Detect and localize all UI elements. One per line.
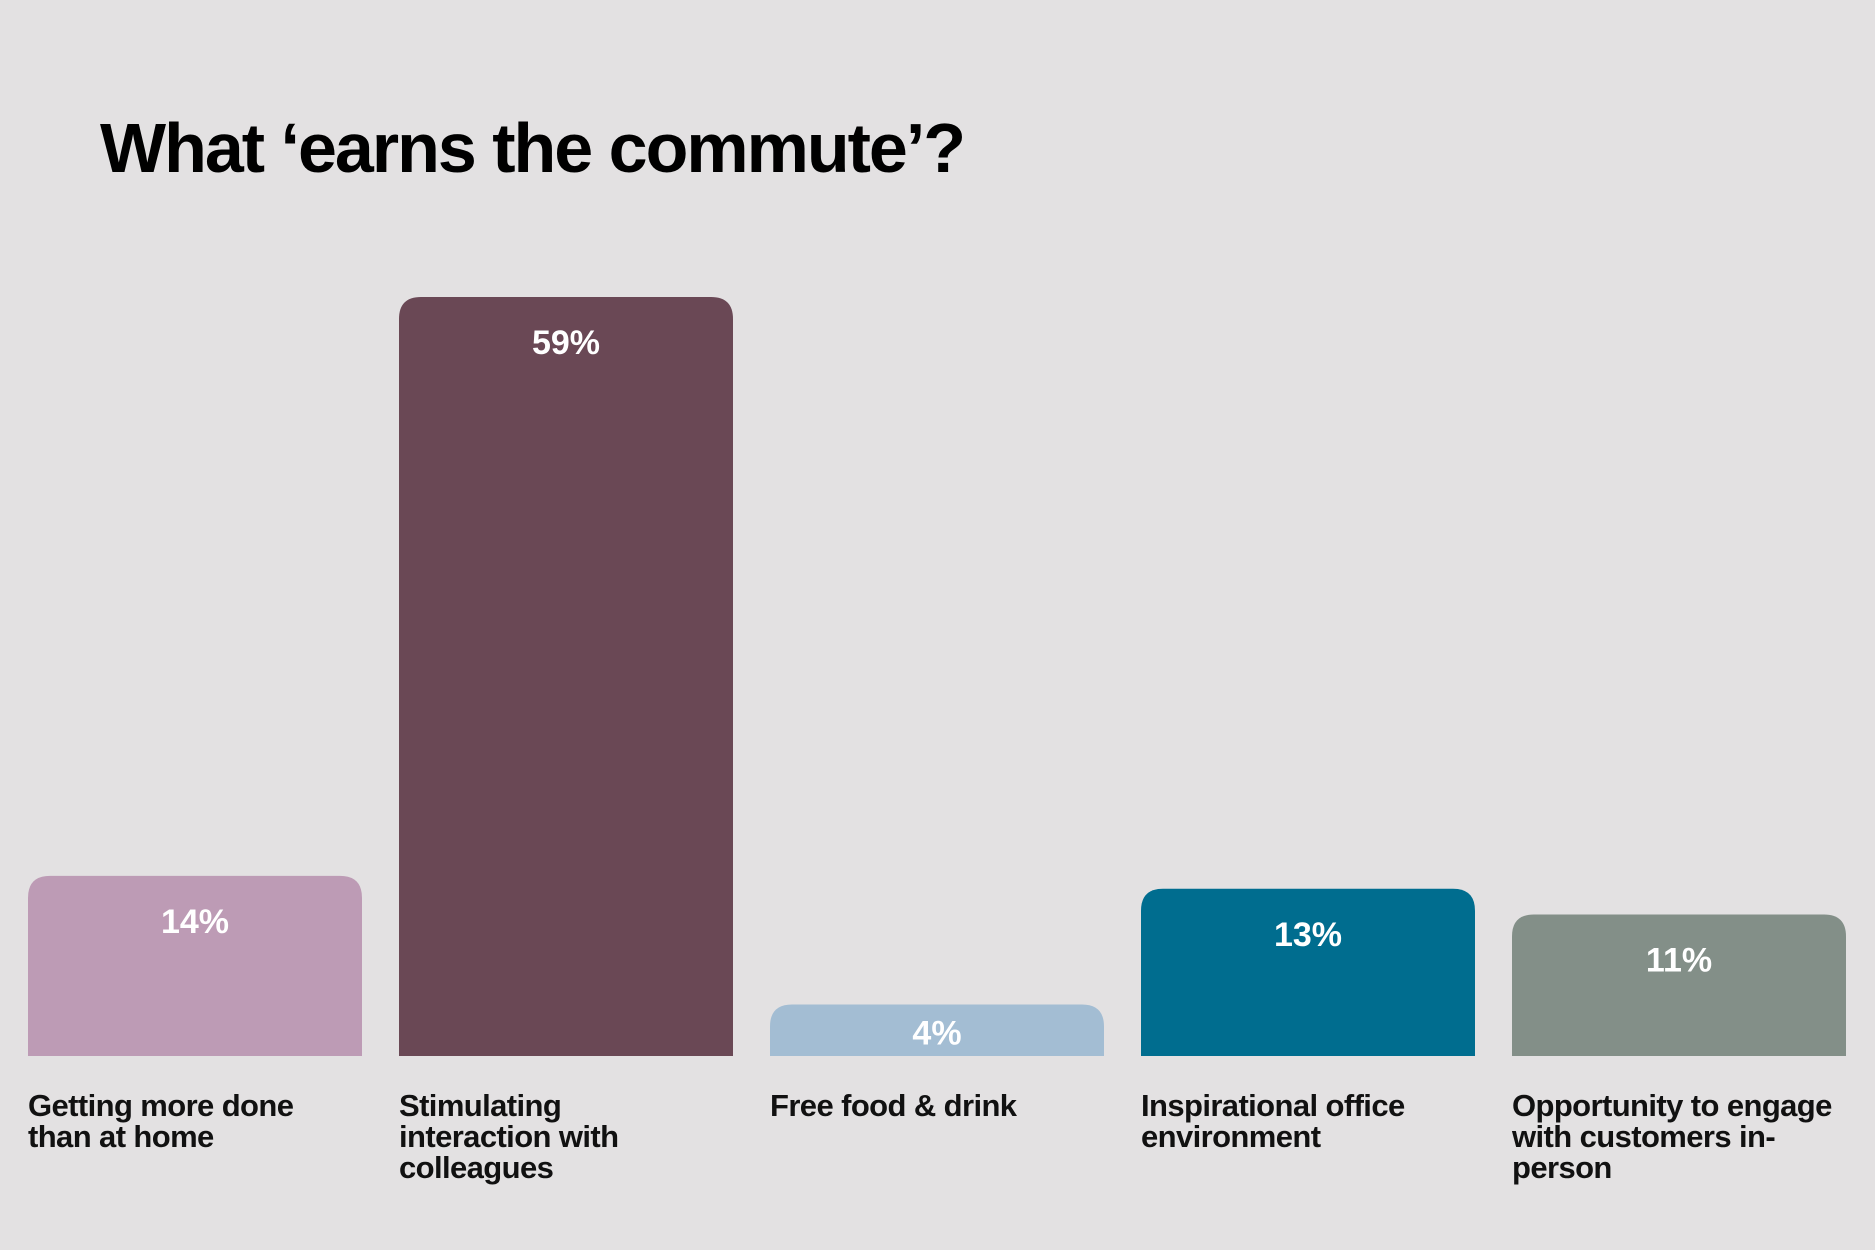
category-label-1: Getting more done than at home <box>28 1088 294 1154</box>
category-label-4: Inspirational office environment <box>1141 1088 1405 1154</box>
bar-2 <box>399 297 733 1056</box>
category-label-line: with customers in- <box>1511 1119 1775 1154</box>
category-label-3: Free food & drink <box>770 1088 1018 1123</box>
bar-1 <box>28 875 362 1056</box>
data-label-1: 14% <box>161 903 229 941</box>
category-label-line: Stimulating <box>399 1088 561 1123</box>
category-label-line: Opportunity to engage <box>1512 1088 1832 1123</box>
data-label-5: 11% <box>1646 941 1712 979</box>
category-label-line: Getting more done <box>28 1088 294 1123</box>
bar-5 <box>1512 914 1846 1056</box>
data-label-4: 13% <box>1274 916 1342 954</box>
data-label-3: 4% <box>912 1015 961 1053</box>
category-label-line: Inspirational office <box>1141 1088 1405 1123</box>
category-label-line: environment <box>1141 1119 1321 1154</box>
data-label-2: 59% <box>532 324 600 362</box>
bar-4 <box>1141 888 1475 1056</box>
category-label-line: than at home <box>28 1119 214 1154</box>
category-label-line: interaction with <box>399 1119 618 1154</box>
bar-3 <box>770 1004 1104 1056</box>
chart-title: What ‘earns the commute’? <box>100 109 966 187</box>
category-label-line: Free food & drink <box>770 1088 1018 1123</box>
category-label-line: person <box>1512 1150 1612 1185</box>
category-label-line: colleagues <box>399 1150 553 1185</box>
category-label-5: Opportunity to engage with customers in-p… <box>1511 1088 1832 1185</box>
category-label-2: Stimulating interaction with colleagues <box>399 1088 618 1185</box>
